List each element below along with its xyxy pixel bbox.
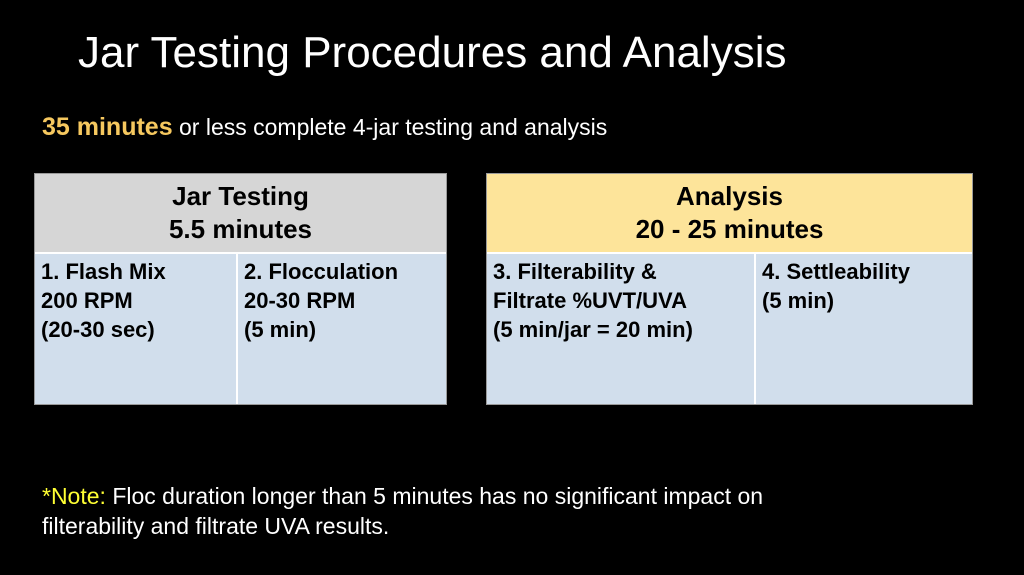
settleability-cell: 4. Settleability (5 min) [754, 254, 972, 404]
footnote-label: *Note: [42, 483, 106, 509]
analysis-header-title: Analysis [676, 181, 783, 211]
jar-testing-header-duration: 5.5 minutes [168, 214, 313, 244]
subtitle-highlight: 35 minutes [42, 113, 173, 141]
subtitle-text: or less complete 4-jar testing and analy… [172, 114, 608, 140]
analysis-header: Analysis 20 - 25 minutes [487, 174, 972, 254]
footnote-text: Floc duration longer than 5 minutes has … [42, 483, 764, 539]
flocculation-cell: 2. Flocculation 20-30 RPM (5 min) [236, 254, 446, 404]
jar-testing-header-title: Jar Testing [172, 181, 309, 211]
analysis-table: Analysis 20 - 25 minutes 3. Filterabilit… [486, 173, 973, 405]
subtitle: 35 minutes or less complete 4-jar testin… [42, 113, 607, 142]
slide-title: Jar Testing Procedures and Analysis [78, 28, 787, 77]
filterability-cell: 3. Filterability & Filtrate %UVT/UVA (5 … [493, 259, 693, 342]
flash-mix-cell: 1. Flash Mix 200 RPM (20-30 sec) [41, 259, 166, 342]
jar-testing-body: 1. Flash Mix 200 RPM (20-30 sec) 2. Floc… [35, 254, 446, 404]
jar-testing-table: Jar Testing 5.5 minutes 1. Flash Mix 200… [34, 173, 447, 405]
analysis-body: 3. Filterability & Filtrate %UVT/UVA (5 … [487, 254, 972, 404]
footnote: *Note: Floc duration longer than 5 minut… [42, 481, 782, 541]
jar-testing-header: Jar Testing 5.5 minutes [35, 174, 446, 254]
analysis-header-duration: 20 - 25 minutes [635, 214, 824, 244]
